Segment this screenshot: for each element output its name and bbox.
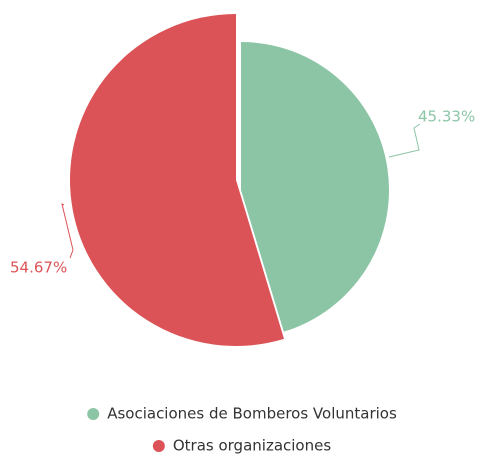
value-label: 54.67% — [10, 259, 67, 277]
legend-swatch — [152, 440, 165, 452]
leader-line — [388, 123, 421, 158]
value-label: 45.33% — [418, 108, 475, 126]
leader-line — [61, 203, 74, 259]
pie-slice — [241, 42, 389, 332]
legend-label: Otras organizaciones — [173, 437, 331, 455]
legend-label: Asociaciones de Bomberos Voluntarios — [107, 405, 397, 423]
legend-swatch — [87, 408, 100, 420]
pie-slice — [70, 14, 285, 347]
